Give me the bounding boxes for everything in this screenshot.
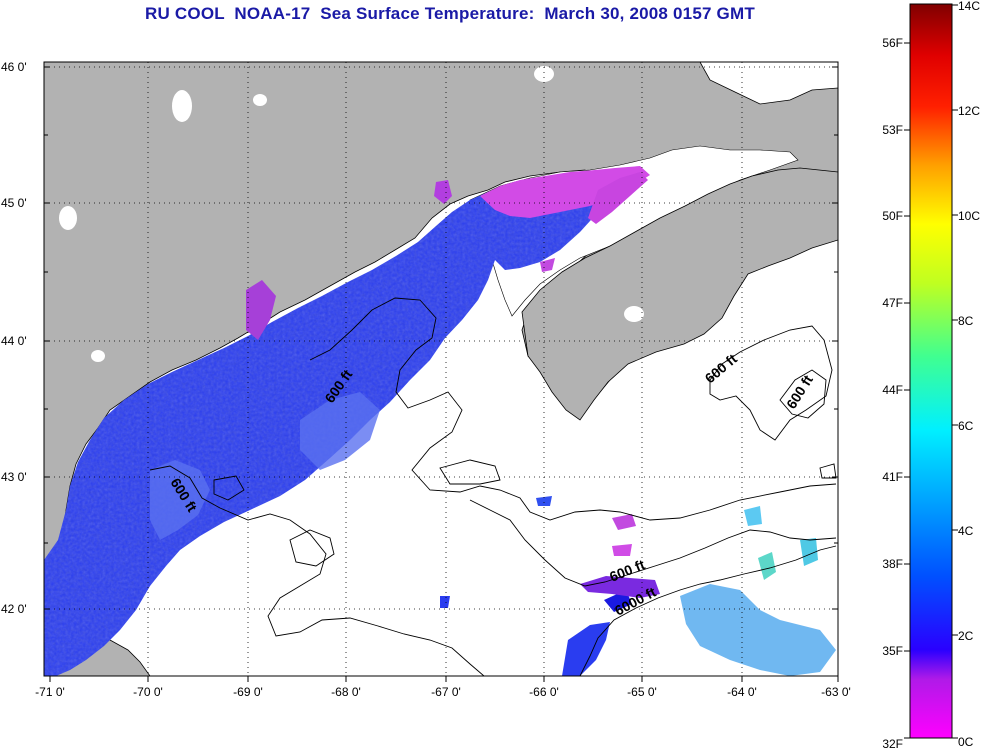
sst-patch-south: [536, 496, 552, 506]
lon-label: -66 0': [529, 685, 559, 699]
contour-600ft-south: [469, 499, 837, 587]
sst-patch-east: [680, 584, 836, 676]
sst-magenta-patch: [588, 172, 648, 224]
contour-east-loop-2: [779, 369, 827, 419]
sst-patch-west: [440, 596, 450, 608]
lon-label: -69 0': [233, 685, 263, 699]
lon-label: -70 0': [133, 685, 163, 699]
colorbar-fahrenheit-label: 50F: [882, 209, 903, 223]
contour-east-loop: [709, 325, 833, 441]
sst-patch-east: [744, 506, 762, 526]
colorbar-fahrenheit-label: 56F: [882, 36, 903, 50]
colorbar: [909, 3, 953, 739]
lake: [253, 94, 267, 106]
sst-patch-south: [562, 622, 610, 676]
lat-label: 46 0': [1, 60, 27, 74]
lat-label: 44 0': [1, 334, 27, 348]
colorbar-fahrenheit-label: 41F: [882, 470, 903, 484]
contour-bank: [289, 529, 335, 567]
contour-bank: [213, 475, 245, 501]
colorbar-celsius-label: 4C: [958, 524, 974, 538]
lon-label: -65 0': [627, 685, 657, 699]
contour-600ft-north: [309, 297, 837, 521]
colorbar-fahrenheit-label: 32F: [882, 737, 903, 751]
contour-600ft-mid: [149, 465, 485, 676]
colorbar-celsius-label: 14C: [958, 0, 980, 13]
lon-label: -67 0': [431, 685, 461, 699]
sst-purple-patch: [540, 258, 555, 272]
colorbar-celsius-label: 2C: [958, 629, 974, 643]
colorbar-fahrenheit-label: 47F: [882, 296, 903, 310]
colorbar-celsius-label: 8C: [958, 314, 974, 328]
colorbar-ticks: [904, 4, 958, 739]
lat-label: 43 0': [1, 470, 27, 484]
lon-ticks: [49, 676, 839, 682]
bathymetry-contours: [149, 297, 837, 676]
sst-magenta-patch: [480, 166, 650, 218]
colorbar-fahrenheit-label: 35F: [882, 644, 903, 658]
lon-label: -63 0': [821, 685, 851, 699]
contour-small: [439, 459, 501, 485]
contour-6000ft: [579, 545, 837, 676]
lon-label: -68 0': [331, 685, 361, 699]
sst-patch-south: [580, 576, 660, 598]
sst-patch-east: [800, 538, 818, 566]
sst-patch-south: [612, 514, 636, 530]
lake: [59, 206, 77, 230]
sst-purple-patch: [434, 180, 452, 204]
contour-small: [819, 463, 837, 479]
land-nova-scotia: [521, 167, 838, 421]
lake: [172, 90, 192, 122]
lat-label: 42 0': [1, 602, 27, 616]
lake: [91, 350, 105, 362]
map-title: RU COOL NOAA-17 Sea Surface Temperature:…: [145, 4, 755, 23]
lat-ticks: [44, 66, 838, 610]
map-border: [43, 61, 839, 677]
lat-label: 45 0': [1, 196, 27, 210]
sst-patch-south: [612, 544, 632, 556]
sst-patch-east: [758, 552, 776, 580]
colorbar-fahrenheit-label: 38F: [882, 557, 903, 571]
colorbar-fahrenheit-label: 44F: [882, 383, 903, 397]
colorbar-celsius-label: 10C: [958, 209, 980, 223]
lon-label: -64 0': [727, 685, 757, 699]
colorbar-celsius-label: 6C: [958, 419, 974, 433]
lon-label: -71 0': [35, 685, 65, 699]
sst-fringe: [300, 392, 380, 470]
colorbar-celsius-label: 0C: [958, 735, 974, 749]
lake: [534, 66, 554, 82]
colorbar-fahrenheit-label: 53F: [882, 123, 903, 137]
colorbar-celsius-label: 12C: [958, 104, 980, 118]
sst-purple-patch: [246, 280, 276, 340]
lake: [624, 306, 644, 322]
sst-fringe: [150, 460, 210, 540]
